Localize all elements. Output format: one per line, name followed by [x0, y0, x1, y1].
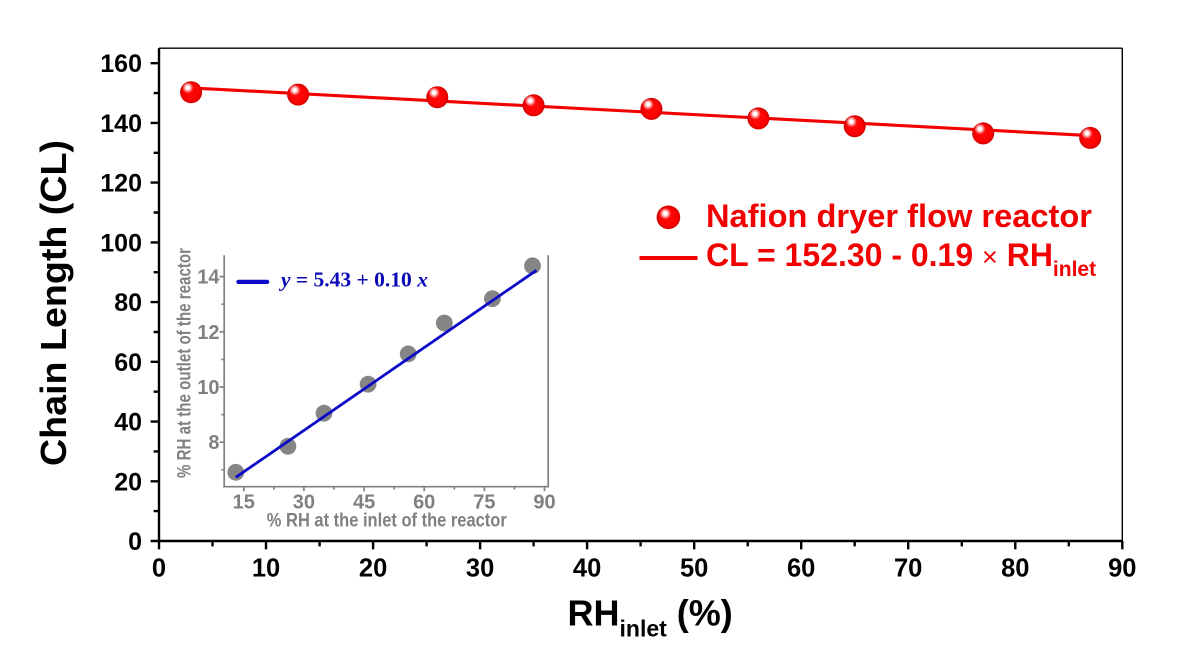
svg-text:14: 14	[197, 267, 220, 289]
svg-text:75: 75	[473, 492, 495, 514]
svg-text:10: 10	[197, 377, 219, 399]
svg-text:45: 45	[353, 492, 375, 514]
svg-text:160: 160	[100, 50, 142, 78]
svg-text:% RH at the inlet of the react: % RH at the inlet of the reactor	[267, 511, 508, 532]
svg-text:120: 120	[100, 170, 142, 198]
svg-text:10: 10	[252, 555, 280, 583]
svg-text:20: 20	[359, 555, 387, 583]
svg-text:60: 60	[114, 349, 142, 377]
svg-text:Nafion dryer flow reactor: Nafion dryer flow reactor	[706, 198, 1092, 234]
svg-text:80: 80	[114, 289, 142, 317]
svg-text:50: 50	[680, 555, 708, 583]
svg-text:60: 60	[787, 555, 815, 583]
svg-text:Chain Length (CL): Chain Length (CL)	[33, 140, 74, 466]
svg-text:12: 12	[197, 322, 219, 344]
svg-text:90: 90	[1108, 555, 1136, 583]
svg-text:0: 0	[128, 528, 142, 556]
svg-text:60: 60	[413, 492, 435, 514]
svg-text:90: 90	[533, 492, 555, 514]
svg-text:140: 140	[100, 110, 142, 138]
svg-text:8: 8	[208, 432, 219, 454]
svg-text:40: 40	[114, 409, 142, 437]
svg-text:80: 80	[1001, 555, 1029, 583]
svg-text:20: 20	[114, 468, 142, 496]
svg-text:30: 30	[466, 555, 494, 583]
svg-text:RHinlet (%): RHinlet (%)	[568, 593, 733, 642]
svg-text:30: 30	[293, 492, 315, 514]
svg-text:0: 0	[152, 555, 166, 583]
svg-text:15: 15	[233, 492, 255, 514]
svg-text:40: 40	[573, 555, 601, 583]
svg-text:100: 100	[100, 229, 142, 257]
svg-text:% RH at the outlet of the reac: % RH at the outlet of the reactor	[175, 248, 196, 478]
svg-text:70: 70	[894, 555, 922, 583]
svg-text:y = 5.43 + 0.10 x: y = 5.43 + 0.10 x	[278, 267, 428, 291]
